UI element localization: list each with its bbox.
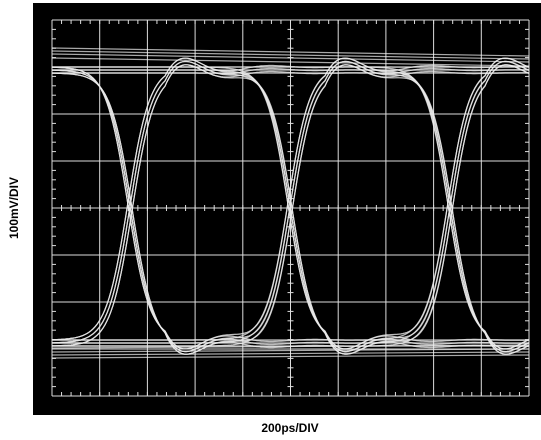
scope-screenshot: 100mV/DIV 200ps/DIV bbox=[0, 0, 541, 440]
x-label: 200ps/DIV bbox=[261, 421, 318, 435]
y-label: 100mV/DIV bbox=[7, 177, 21, 239]
